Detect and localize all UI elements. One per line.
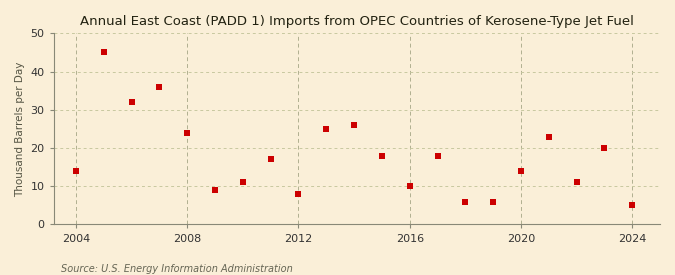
- Point: [126, 100, 137, 104]
- Point: [182, 131, 192, 135]
- Point: [238, 180, 248, 185]
- Point: [293, 192, 304, 196]
- Y-axis label: Thousand Barrels per Day: Thousand Barrels per Day: [15, 61, 25, 197]
- Point: [627, 203, 638, 208]
- Point: [543, 134, 554, 139]
- Point: [321, 127, 331, 131]
- Point: [432, 153, 443, 158]
- Point: [488, 199, 499, 204]
- Title: Annual East Coast (PADD 1) Imports from OPEC Countries of Kerosene-Type Jet Fuel: Annual East Coast (PADD 1) Imports from …: [80, 15, 634, 28]
- Point: [71, 169, 82, 173]
- Point: [377, 153, 387, 158]
- Point: [349, 123, 360, 127]
- Point: [154, 85, 165, 89]
- Point: [599, 146, 610, 150]
- Point: [460, 199, 470, 204]
- Point: [265, 157, 276, 162]
- Point: [210, 188, 221, 192]
- Point: [404, 184, 415, 188]
- Point: [571, 180, 582, 185]
- Point: [99, 50, 109, 55]
- Point: [516, 169, 526, 173]
- Text: Source: U.S. Energy Information Administration: Source: U.S. Energy Information Administ…: [61, 264, 292, 274]
